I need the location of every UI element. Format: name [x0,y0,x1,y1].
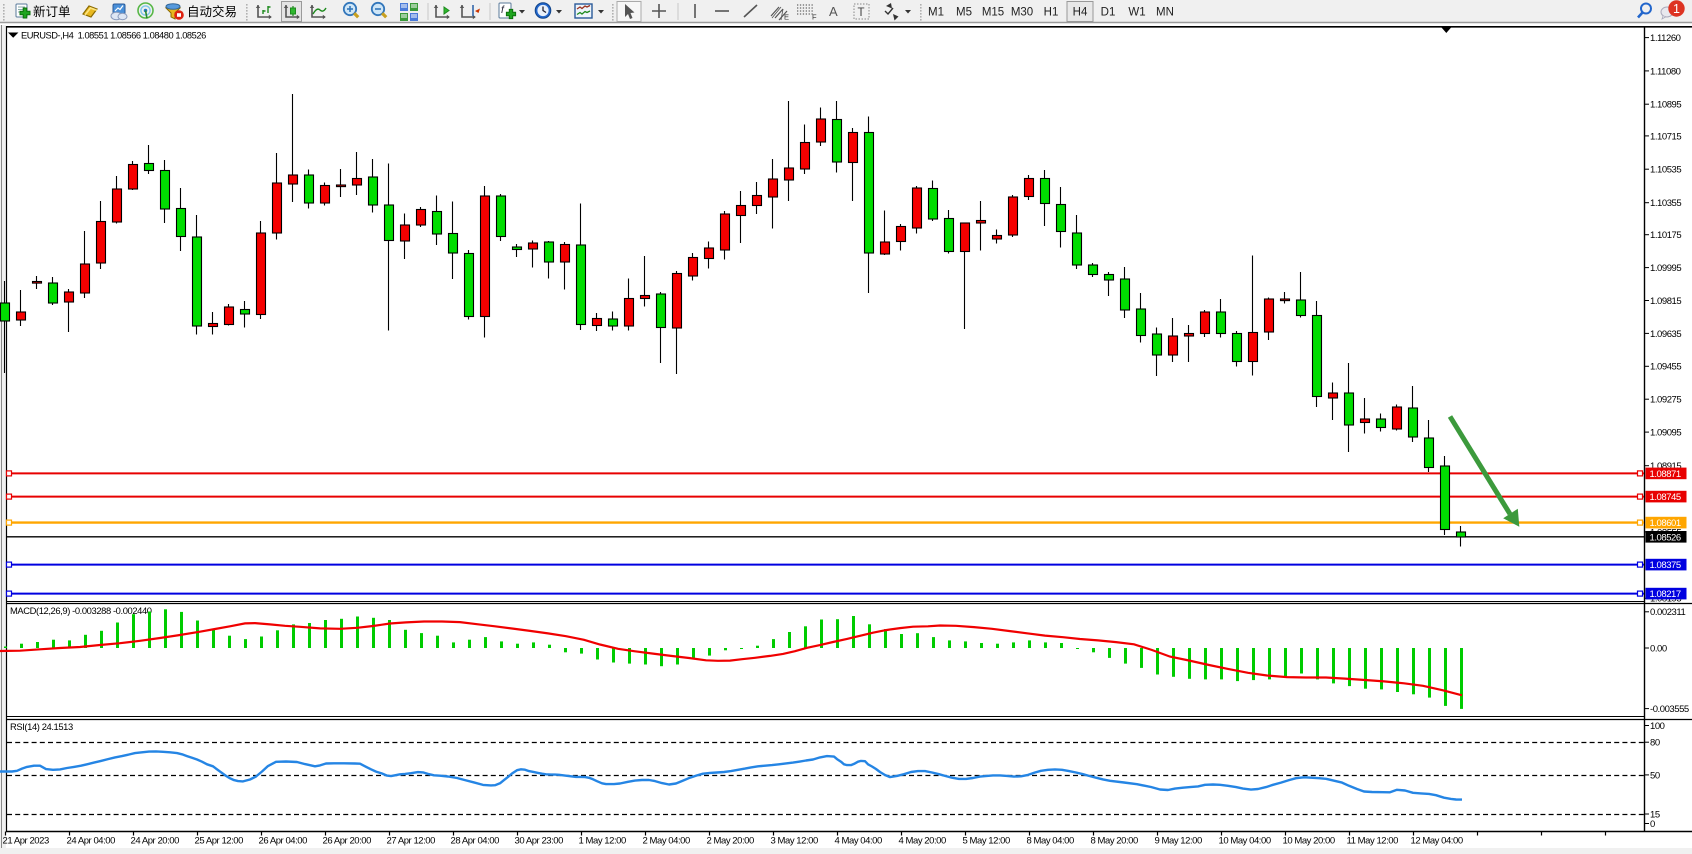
svg-text:4 May 04:00: 4 May 04:00 [835,836,882,847]
svg-text:MACD(12,26,9) -0.003288 -0.002: MACD(12,26,9) -0.003288 -0.002440 [10,605,152,616]
svg-text:M15: M15 [982,7,1004,19]
svg-text:新订单: 新订单 [33,4,71,19]
svg-text:M1: M1 [928,7,944,19]
svg-text:1.09815: 1.09815 [1650,296,1681,307]
svg-text:1.11260: 1.11260 [1650,33,1681,44]
svg-text:1 May 12:00: 1 May 12:00 [579,836,626,847]
svg-text:M30: M30 [1011,7,1033,19]
svg-text:3 May 12:00: 3 May 12:00 [771,836,818,847]
svg-text:1.10895: 1.10895 [1650,100,1681,111]
svg-text:2 May 20:00: 2 May 20:00 [707,836,754,847]
svg-text:1.09995: 1.09995 [1650,263,1681,274]
svg-text:1.10355: 1.10355 [1650,198,1681,209]
svg-text:26 Apr 04:00: 26 Apr 04:00 [259,836,308,847]
svg-text:1.08526: 1.08526 [1650,532,1681,543]
svg-text:0: 0 [1650,819,1655,830]
svg-text:11 May 12:00: 11 May 12:00 [1347,836,1399,847]
svg-text:9 May 12:00: 9 May 12:00 [1155,836,1202,847]
svg-text:30 Apr 23:00: 30 Apr 23:00 [515,836,564,847]
svg-text:25 Apr 12:00: 25 Apr 12:00 [195,836,244,847]
svg-text:2 May 04:00: 2 May 04:00 [643,836,690,847]
svg-text:5 May 12:00: 5 May 12:00 [963,836,1010,847]
svg-text:50: 50 [1650,770,1660,781]
svg-text:26 Apr 20:00: 26 Apr 20:00 [323,836,372,847]
svg-text:28 Apr 04:00: 28 Apr 04:00 [451,836,500,847]
svg-text:1.08601: 1.08601 [1650,518,1681,529]
svg-text:10 May 20:00: 10 May 20:00 [1283,836,1335,847]
svg-text:24 Apr 04:00: 24 Apr 04:00 [67,836,116,847]
svg-text:12 May 04:00: 12 May 04:00 [1411,836,1463,847]
svg-text:M5: M5 [956,7,972,19]
svg-text:8 May 04:00: 8 May 04:00 [1027,836,1074,847]
svg-text:F: F [812,13,817,22]
svg-text:H4: H4 [1073,7,1088,19]
svg-text:1.09455: 1.09455 [1650,362,1681,373]
svg-text:H1: H1 [1044,7,1059,19]
svg-text:自动交易: 自动交易 [187,4,237,19]
svg-text:1.09635: 1.09635 [1650,329,1681,340]
svg-text:f: f [501,5,505,16]
svg-text:24 Apr 20:00: 24 Apr 20:00 [131,836,180,847]
svg-text:1.09275: 1.09275 [1650,395,1681,406]
svg-text:EURUSD-,H4 1.08551 1.08566 1.: EURUSD-,H4 1.08551 1.08566 1.08480 1.085… [21,31,206,41]
svg-text:1.08915: 1.08915 [1650,461,1681,472]
svg-text:1: 1 [1673,2,1680,16]
svg-text:1.08871: 1.08871 [1650,469,1681,480]
svg-text:15: 15 [1650,809,1660,820]
svg-text:-0.003555: -0.003555 [1650,704,1689,715]
svg-text:MN: MN [1156,7,1174,19]
svg-text:1.10535: 1.10535 [1650,165,1681,176]
svg-text:0.00: 0.00 [1650,643,1667,654]
svg-text:8 May 20:00: 8 May 20:00 [1091,836,1138,847]
svg-text:21 Apr 2023: 21 Apr 2023 [3,836,49,847]
svg-text:80: 80 [1650,738,1660,749]
svg-text:1.10175: 1.10175 [1650,230,1681,241]
svg-text:10 May 04:00: 10 May 04:00 [1219,836,1271,847]
svg-text:1.11080: 1.11080 [1650,66,1681,77]
svg-text:1.08375: 1.08375 [1650,560,1681,571]
svg-text:W1: W1 [1128,7,1145,19]
svg-text:1.10715: 1.10715 [1650,131,1681,142]
svg-text:1.08217: 1.08217 [1650,589,1681,600]
svg-text:T: T [858,7,865,19]
svg-text:1.08745: 1.08745 [1650,492,1681,503]
svg-text:100: 100 [1650,721,1665,732]
svg-text:1.09095: 1.09095 [1650,428,1681,439]
svg-text:0.002311: 0.002311 [1650,607,1685,618]
svg-text:RSI(14) 24.1513: RSI(14) 24.1513 [10,721,73,732]
svg-text:A: A [829,4,838,19]
svg-text:27 Apr 12:00: 27 Apr 12:00 [387,836,436,847]
svg-text:D1: D1 [1101,7,1116,19]
svg-text:4 May 20:00: 4 May 20:00 [899,836,946,847]
svg-text:E: E [784,13,789,22]
